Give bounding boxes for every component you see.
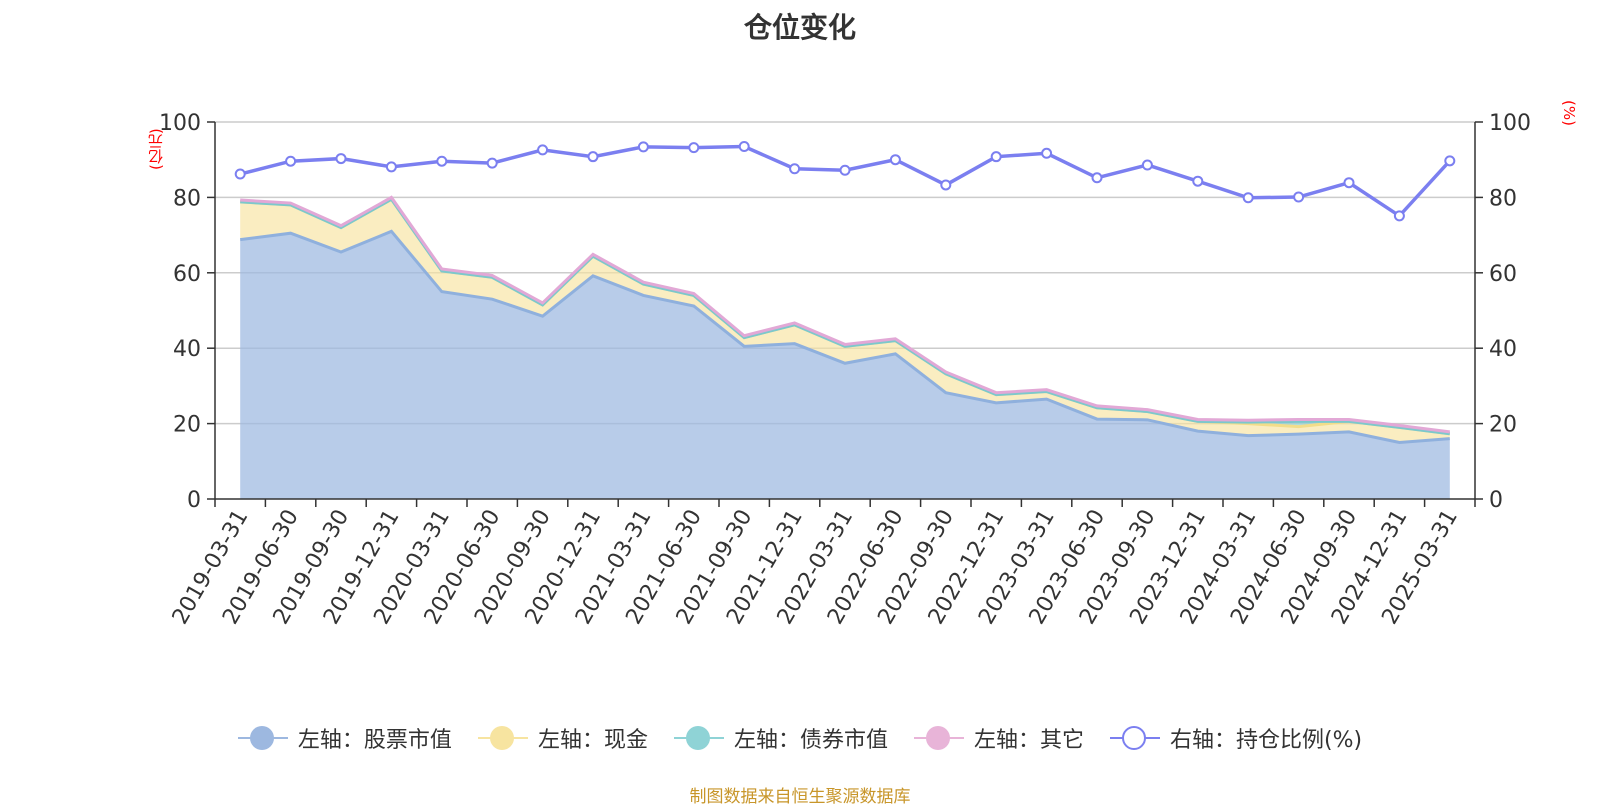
ratio-point	[486, 157, 498, 169]
chart-title: 仓位变化	[743, 11, 856, 44]
legend-item-cash[interactable]: 左轴：现金	[477, 722, 648, 754]
ratio-point	[1393, 210, 1405, 222]
ratio-point	[738, 141, 750, 153]
left-tick-label: 40	[173, 337, 201, 362]
ratio-point	[688, 142, 700, 154]
ratio-point	[889, 154, 901, 166]
legend-item-ratio[interactable]: 右轴：持仓比例(%)	[1109, 722, 1363, 754]
ratio-point	[587, 151, 599, 163]
legend-cash-label: 左轴：现金	[537, 728, 648, 753]
ratio-point	[1444, 155, 1456, 167]
data-source-note: 制图数据来自恒生聚源数据库	[689, 787, 911, 807]
right-tick-label: 20	[1489, 413, 1517, 438]
right-tick-label: 60	[1489, 262, 1517, 287]
ratio-point	[789, 163, 801, 175]
legend-item-stock[interactable]: 左轴：股票市值	[237, 722, 452, 754]
left-tick-label: 20	[173, 413, 201, 438]
ratio-point	[285, 155, 297, 167]
ratio-point	[385, 161, 397, 173]
ratio-point	[1242, 192, 1254, 204]
left-tick-label: 100	[159, 111, 201, 136]
area-cash	[240, 199, 1450, 443]
ratio-point	[1041, 147, 1053, 159]
right-tick-label: 40	[1489, 337, 1517, 362]
chart-legend: 左轴：股票市值 左轴：现金 左轴：债券市值 左轴：其它 右轴：持仓比例(%)	[0, 722, 1600, 754]
legend-bond-label: 左轴：债券市值	[733, 728, 888, 753]
stacked-areas	[240, 195, 1450, 499]
right-tick-label: 100	[1489, 111, 1531, 136]
legend-cash-icon	[477, 725, 528, 751]
left-tick-label: 80	[173, 186, 201, 211]
ratio-point	[537, 144, 549, 156]
left-tick-label: 60	[173, 262, 201, 287]
right-tick-label: 0	[1489, 488, 1503, 513]
ratio-point	[839, 164, 851, 176]
legend-bond-icon	[673, 725, 724, 751]
ratio-point	[234, 168, 246, 180]
ratio-line	[239, 144, 1452, 219]
ratio-point	[436, 155, 448, 167]
ratio-point	[1343, 177, 1355, 189]
legend-item-other[interactable]: 左轴：其它	[913, 722, 1084, 754]
line-stock	[240, 229, 1450, 444]
left-axis-unit: (亿元)	[147, 128, 165, 170]
ratio-point	[990, 151, 1002, 163]
ratio-point	[637, 141, 649, 153]
legend-stock-icon	[237, 725, 288, 751]
ratio-point	[940, 179, 952, 191]
legend-ratio-icon	[1109, 725, 1160, 751]
legend-ratio-label: 右轴：持仓比例(%)	[1169, 728, 1363, 753]
legend-stock-label: 左轴：股票市值	[297, 728, 452, 753]
ratio-point	[1293, 191, 1305, 203]
ratio-point	[1192, 175, 1204, 187]
ratio-point	[335, 153, 347, 165]
legend-other-label: 左轴：其它	[973, 728, 1084, 753]
legend-other-icon	[913, 725, 964, 751]
right-tick-label: 80	[1489, 186, 1517, 211]
line-other	[240, 195, 1450, 434]
ratio-line-series	[234, 141, 1456, 222]
ratio-point	[1091, 172, 1103, 184]
line-bond	[240, 197, 1450, 436]
ratio-point	[1141, 159, 1153, 171]
area-stock	[240, 231, 1450, 499]
legend-item-bond[interactable]: 左轴：债券市值	[673, 722, 888, 754]
left-tick-label: 0	[187, 488, 201, 513]
right-axis-unit: (%)	[1560, 100, 1578, 126]
